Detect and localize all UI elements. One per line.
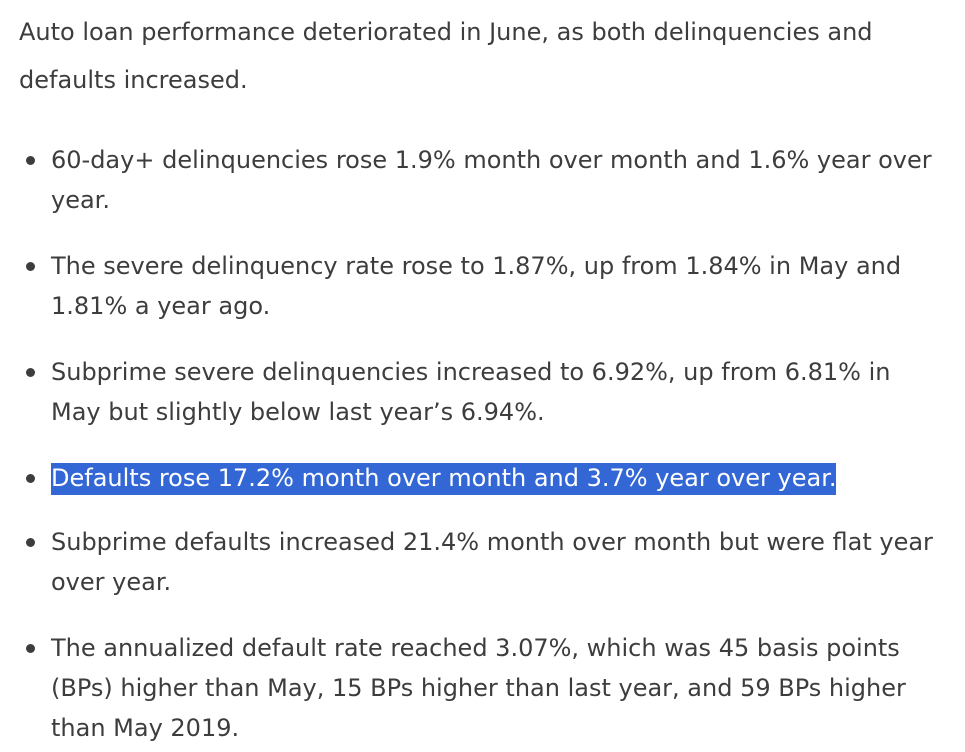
bullet-dot-icon [26,644,35,653]
bullet-text-highlighted[interactable]: Defaults rose 17.2% month over month and… [51,458,941,498]
bullet-text: 60-day+ delinquencies rose 1.9% month ov… [51,146,932,214]
intro-paragraph: Auto loan performance deteriorated in Ju… [19,18,873,94]
bullet-text: Subprime severe delinquencies increased … [51,358,891,426]
bullet-text: Subprime defaults increased 21.4% month … [51,528,933,596]
bullet-text: The severe delinquency rate rose to 1.87… [51,252,902,320]
bullet-dot-icon [26,538,35,547]
bullet-dot-icon [26,368,35,377]
bullet-dot-icon [26,474,35,483]
bullet-dot-icon [26,156,35,165]
bullet-dot-icon [26,262,35,271]
bullet-text: The annualized default rate reached 3.07… [51,634,906,742]
text-selection-highlight[interactable]: Defaults rose 17.2% month over month and… [51,463,837,495]
